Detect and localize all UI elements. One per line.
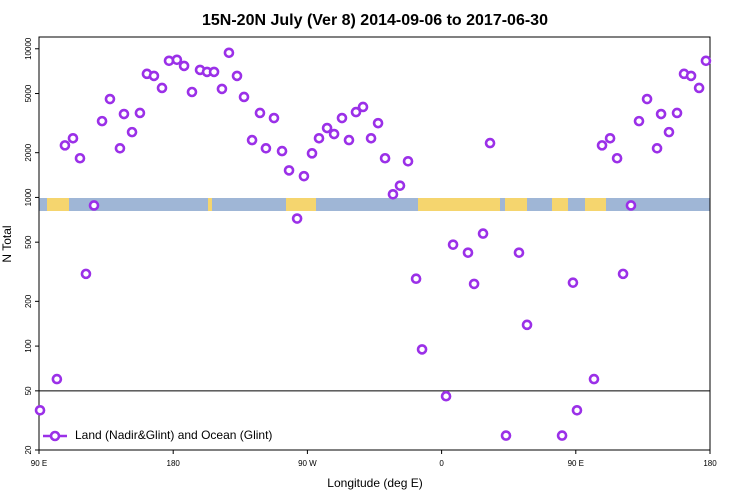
point — [625, 200, 637, 211]
plot-frame — [38, 36, 711, 451]
point — [313, 132, 325, 144]
point — [238, 91, 250, 103]
point — [231, 70, 243, 82]
point — [268, 112, 280, 124]
y-tick-label: 200 — [24, 294, 33, 308]
point — [617, 268, 629, 280]
point — [394, 180, 406, 191]
point — [685, 70, 697, 82]
point — [350, 106, 362, 118]
point — [588, 373, 600, 385]
point — [51, 373, 63, 385]
legend-label: Land (Nadir&Glint) and Ocean (Glint) — [75, 428, 272, 442]
point — [59, 140, 71, 151]
y-tick-label: 20 — [24, 445, 33, 454]
point — [321, 122, 333, 134]
point — [372, 117, 384, 129]
y-tick-label: 2000 — [24, 143, 33, 161]
point — [74, 152, 86, 164]
point — [276, 145, 288, 157]
point — [306, 148, 318, 159]
point — [633, 115, 645, 127]
point — [104, 93, 116, 105]
x-tick-label: 0 — [439, 459, 444, 468]
point — [216, 83, 228, 95]
point — [134, 107, 146, 119]
y-tick-label: 100 — [24, 339, 33, 353]
y-axis-label: N Total — [0, 225, 14, 262]
point — [700, 55, 712, 67]
point — [328, 128, 340, 140]
y-tick-label: 1000 — [24, 188, 33, 206]
point — [88, 200, 100, 211]
point — [186, 86, 198, 98]
point — [387, 188, 399, 200]
point — [178, 60, 190, 72]
point — [379, 152, 391, 164]
point — [663, 126, 675, 138]
x-axis-label: Longitude (deg E) — [327, 476, 422, 490]
point — [462, 247, 474, 258]
point — [651, 143, 663, 154]
point — [291, 213, 303, 224]
point — [596, 140, 608, 151]
point — [513, 247, 525, 258]
point — [416, 344, 428, 355]
point — [440, 390, 452, 402]
point — [343, 134, 355, 146]
point — [641, 93, 653, 105]
point — [477, 228, 489, 239]
point — [118, 108, 130, 120]
point — [114, 143, 126, 154]
point — [671, 107, 683, 119]
point — [484, 137, 496, 149]
legend-marker — [49, 430, 61, 442]
x-tick-label: 90 E — [568, 459, 584, 468]
x-tick-label: 90 W — [298, 459, 317, 468]
y-tick-label: 50 — [24, 386, 33, 395]
point — [126, 126, 138, 138]
point — [571, 404, 583, 416]
chart-title: 15N-20N July (Ver 8) 2014-09-06 to 2017-… — [202, 12, 548, 29]
point — [254, 107, 266, 119]
x-tick-label: 180 — [703, 459, 717, 468]
point — [556, 430, 568, 441]
y-tick-label: 10000 — [24, 37, 33, 60]
point — [96, 115, 108, 127]
point — [655, 108, 667, 120]
point — [156, 82, 168, 94]
point — [223, 47, 235, 59]
point — [468, 278, 480, 290]
x-tick-label: 180 — [167, 459, 181, 468]
point — [521, 319, 533, 331]
point — [171, 54, 183, 66]
point — [611, 152, 623, 164]
point — [357, 101, 369, 113]
y-tick-label: 500 — [24, 235, 33, 249]
point — [693, 82, 705, 94]
point — [402, 156, 414, 167]
point — [148, 70, 160, 82]
point — [410, 273, 422, 285]
map-strip — [39, 198, 710, 211]
point — [208, 66, 220, 78]
x-tick-label: 90 E — [31, 459, 47, 468]
point — [67, 132, 79, 144]
point — [604, 132, 616, 144]
point — [283, 165, 295, 176]
point — [298, 170, 310, 182]
point — [246, 134, 258, 146]
point — [365, 132, 377, 144]
point — [500, 430, 512, 441]
point — [567, 277, 579, 288]
point — [34, 404, 46, 416]
y-tick-label: 5000 — [24, 84, 33, 102]
point — [80, 268, 92, 280]
point — [336, 112, 348, 124]
point — [447, 239, 459, 250]
point — [260, 143, 272, 154]
